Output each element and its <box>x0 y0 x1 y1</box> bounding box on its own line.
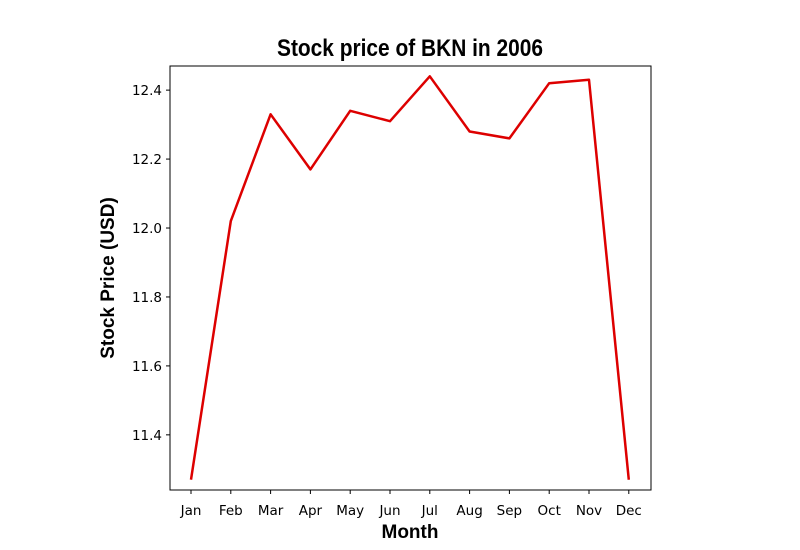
x-tick-label: Feb <box>219 503 243 519</box>
x-tick-label: Apr <box>299 503 323 519</box>
x-tick-label: Oct <box>538 503 561 519</box>
plot-area-frame <box>169 65 652 491</box>
x-tick-label: Jun <box>378 503 400 519</box>
x-axis-label: Month <box>382 522 439 543</box>
y-axis-label: Stock Price (USD) <box>98 197 119 359</box>
y-axis: 11.4 11.6 11.8 12.0 12.2 12.4 <box>132 83 170 444</box>
chart-title: Stock price of BKN in 2006 <box>277 35 543 62</box>
y-tick-label: 11.8 <box>132 290 162 306</box>
y-tick-label: 12.4 <box>132 83 162 99</box>
x-tick-label: May <box>336 503 364 519</box>
series-line <box>189 75 631 480</box>
y-tick-label: 12.2 <box>132 152 162 168</box>
x-tick-label: Aug <box>456 503 482 519</box>
x-tick-label: Nov <box>576 503 602 519</box>
x-tick-label: Mar <box>258 503 284 519</box>
series-layer <box>189 75 631 480</box>
x-axis: Jan Feb Mar Apr May Jun Jul Aug Sep Oct Nov Dec <box>180 490 642 519</box>
y-tick-label: 11.4 <box>132 428 162 444</box>
y-tick-label: 12.0 <box>132 221 162 237</box>
x-tick-label: Jul <box>421 503 438 519</box>
y-tick-label: 11.6 <box>132 359 162 375</box>
x-tick-label: Dec <box>616 503 642 519</box>
x-tick-label: Sep <box>497 503 522 519</box>
x-tick-label: Jan <box>180 503 202 519</box>
